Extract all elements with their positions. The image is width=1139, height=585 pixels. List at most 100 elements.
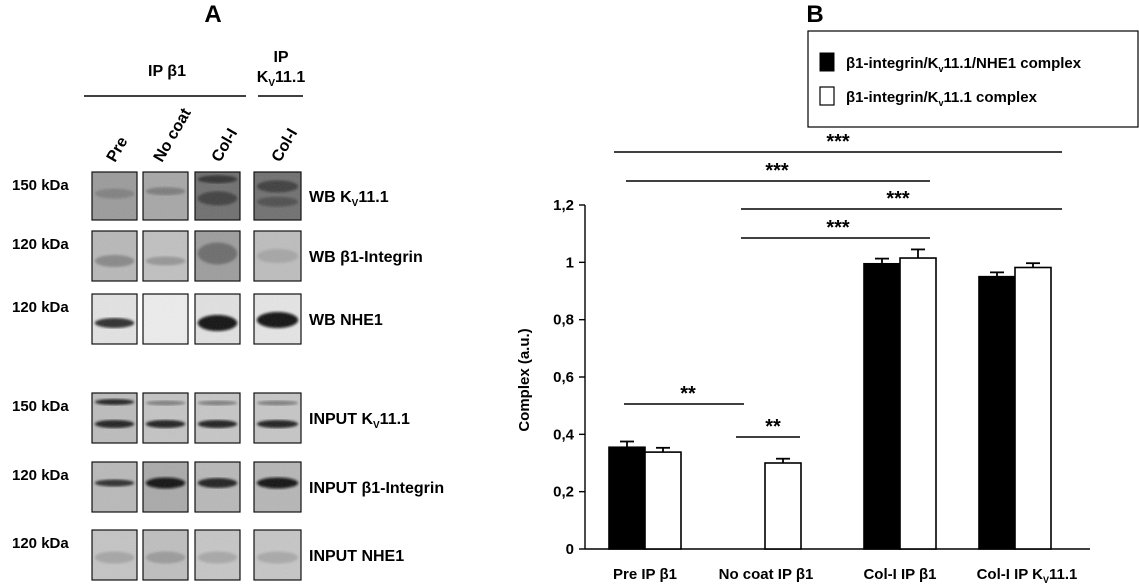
blot-row: 120 kDa INPUT NHE1 (12, 529, 404, 581)
blot-noise (92, 530, 137, 580)
blot-row-label: INPUT NHE1 (309, 548, 404, 565)
y-tick-label: 0,6 (553, 369, 574, 386)
legend-swatch-white (819, 86, 835, 106)
blot-lane (142, 171, 189, 221)
blot-border (194, 171, 241, 221)
blot-noise (195, 462, 240, 512)
blot-noise (254, 172, 301, 220)
blot-lane (91, 392, 138, 444)
x-tick-label: Col-I IP KV11.1 (977, 566, 1078, 585)
panel-b: B β1-integrin/Kv11.1/NHE1 complex β1-int… (516, 1, 1139, 585)
blot-lane (194, 392, 241, 444)
blot-border (194, 461, 241, 513)
header-ip-kv-line1: IP (273, 49, 288, 66)
y-tick-label: 0,2 (553, 484, 574, 501)
bar-chart: 0 0,2 0,4 0,6 0,8 1 1,2 Pre IP β1 No coat IP β1 C… (553, 131, 1090, 585)
significance-stars: *** (826, 131, 850, 153)
x-tick-label: No coat IP β1 (719, 566, 814, 583)
x-tick-label: Pre IP β1 (613, 566, 677, 583)
blot-border (142, 230, 189, 282)
kda-marker: 120 kDa (12, 467, 69, 484)
blot-noise (143, 462, 188, 512)
bar (899, 257, 937, 550)
blot-noise (143, 530, 188, 580)
bar (863, 262, 901, 550)
blot-noise (195, 231, 240, 281)
blot-lane (253, 392, 302, 444)
blot-lane (142, 293, 189, 345)
blot-noise (92, 294, 137, 344)
legend-label-ternary-complex: β1-integrin/Kv11.1/NHE1 complex (846, 55, 1082, 74)
legend-box (807, 30, 1139, 128)
blot-border (91, 230, 138, 282)
significance-stars: *** (886, 188, 910, 210)
blot-row: 120 kDa WB β1-Integrin (12, 230, 423, 282)
significance-stars: ** (765, 416, 781, 438)
blot-row: 120 kDa INPUT β1-Integrin (12, 461, 444, 513)
blot-lane (253, 461, 302, 513)
blot-noise (195, 172, 240, 220)
blot-lane (253, 293, 302, 345)
lane-label-col-i: Col-I (209, 126, 241, 165)
bar (644, 451, 682, 550)
blot-noise (254, 294, 301, 344)
blot-lane (91, 230, 138, 282)
blot-border (253, 171, 302, 221)
blot-lane (194, 461, 241, 513)
kda-marker: 150 kDa (12, 177, 69, 194)
significance-stars: *** (826, 217, 850, 239)
blot-noise (195, 530, 240, 580)
blot-border (194, 230, 241, 282)
blot-border (253, 392, 302, 444)
blot-noise (143, 231, 188, 281)
panel-a-label: A (204, 1, 221, 28)
blot-lane (142, 529, 189, 581)
kda-marker: 120 kDa (12, 236, 69, 253)
blot-noise (254, 231, 301, 281)
blot-lane (194, 171, 241, 221)
blot-border (91, 461, 138, 513)
blot-noise (143, 393, 188, 443)
blot-border (194, 529, 241, 581)
blot-lane (91, 529, 138, 581)
y-tick-label: 0,8 (553, 312, 574, 329)
blot-border (142, 529, 189, 581)
blot-row-label: WB KV11.1 (309, 189, 389, 209)
blot-noise (195, 393, 240, 443)
blot-lane (142, 392, 189, 444)
bar (978, 275, 1016, 550)
blot-border (91, 171, 138, 221)
kda-marker: 150 kDa (12, 398, 69, 415)
lane-label-no-coat: No coat (151, 105, 195, 165)
blot-noise (92, 462, 137, 512)
blot-lane (91, 171, 138, 221)
blot-lane (91, 461, 138, 513)
blot-border (142, 392, 189, 444)
blot-noise (254, 462, 301, 512)
blot-noise (92, 172, 137, 220)
blot-border (253, 293, 302, 345)
panel-a: A IP β1 IP KV11.1 Pre No coat Col-I Col-… (12, 1, 444, 581)
header-ip-kv-line2: KV11.1 (257, 69, 306, 89)
blot-noise (143, 294, 188, 344)
significance-stars: *** (765, 160, 789, 182)
x-tick-label: Col-I IP β1 (863, 566, 936, 583)
blot-border (91, 529, 138, 581)
blot-border (91, 293, 138, 345)
blot-noise (254, 530, 301, 580)
y-axis-label: Complex (a.u.) (516, 328, 533, 431)
significance-stars: ** (680, 383, 696, 405)
blot-row: 120 kDa WB NHE1 (12, 293, 383, 345)
panel-b-label: B (806, 1, 823, 28)
bar (764, 462, 802, 550)
blot-border (253, 461, 302, 513)
bar (1014, 266, 1052, 550)
blot-row: 150 kDa WB KV11.1 (12, 171, 389, 221)
header-ip-b1: IP β1 (148, 63, 186, 80)
blot-row-label: INPUT β1-Integrin (309, 480, 444, 497)
blot-border (194, 392, 241, 444)
blot-noise (143, 172, 188, 220)
blot-noise (254, 393, 301, 443)
